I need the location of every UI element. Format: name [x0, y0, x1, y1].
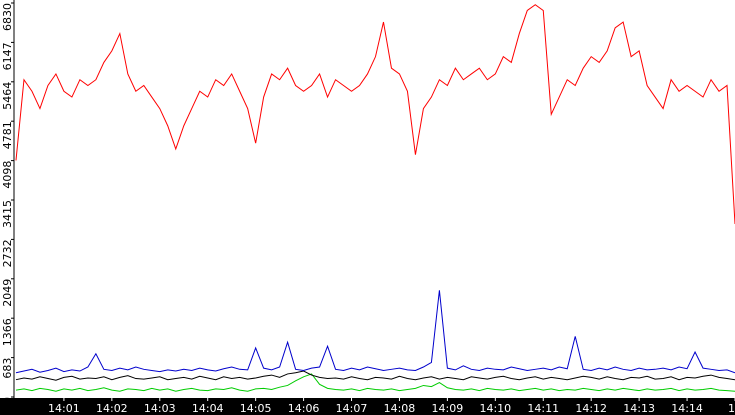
series-line [15, 373, 735, 392]
x-tick-label: 14:14 [671, 402, 703, 415]
series-line [15, 4, 735, 224]
x-tick-label: 14:04 [192, 402, 224, 415]
y-tick-label: 0 [1, 397, 14, 404]
x-tick-label: 14:01 [48, 402, 80, 415]
y-tick-label: 4781 [1, 121, 14, 149]
x-tick-label: 14 [728, 402, 735, 415]
x-tick-label: 14:03 [144, 402, 176, 415]
x-tick-label: 14:06 [288, 402, 320, 415]
series-line [15, 370, 735, 381]
x-tick-label: 14:13 [623, 402, 655, 415]
series-line [15, 290, 735, 374]
y-tick-label: 5464 [1, 82, 14, 110]
y-tick-label: 6830 [1, 3, 14, 31]
x-axis-band [0, 398, 735, 415]
y-tick-label: 3415 [1, 200, 14, 228]
y-tick-label: 683 [1, 358, 14, 379]
x-tick-label: 14:05 [240, 402, 272, 415]
y-tick-label: 2732 [1, 239, 14, 267]
y-tick-label: 1366 [1, 318, 14, 346]
x-tick-label: 14:12 [575, 402, 607, 415]
x-tick-label: 14:11 [527, 402, 559, 415]
x-tick-label: 14:09 [432, 402, 464, 415]
x-tick-label: 14:07 [336, 402, 368, 415]
y-tick-label: 6147 [1, 42, 14, 70]
y-tick-label: 2049 [1, 279, 14, 307]
x-tick-label: 14:10 [479, 402, 511, 415]
x-tick-label: 14:02 [96, 402, 128, 415]
y-tick-label: 4098 [1, 161, 14, 189]
x-tick-label: 14:08 [384, 402, 416, 415]
